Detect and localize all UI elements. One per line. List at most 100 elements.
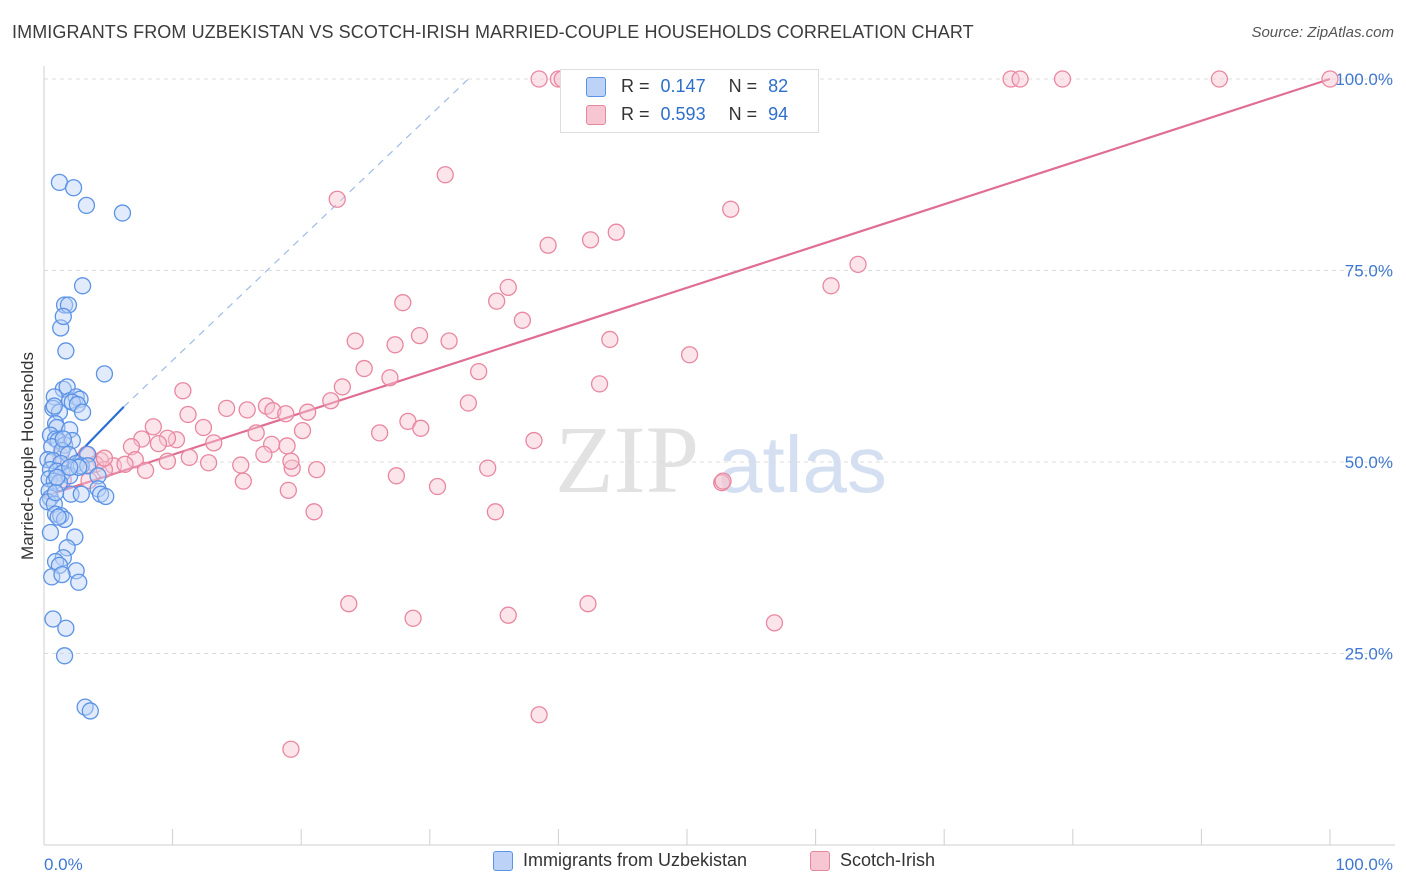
data-points [39,70,1339,758]
stats-legend: R = 0.147 N = 82 R = 0.593 N = 94 [560,69,819,133]
point-uzbekistan [41,523,60,542]
point-scotch-irish [293,421,312,440]
point-scotch-irish [1002,70,1020,88]
point-scotch-irish [95,449,114,467]
r-value: 0.593 [660,104,706,124]
point-scotch-irish [387,467,406,485]
point-scotch-irish [232,456,250,474]
point-scotch-irish [440,332,458,350]
point-uzbekistan [55,647,74,665]
point-scotch-irish [513,311,532,329]
y-tick-label: 75.0% [1345,262,1393,281]
point-scotch-irish [158,452,177,470]
point-uzbekistan [44,610,62,628]
point-scotch-irish [136,461,155,480]
point-scotch-irish [322,392,340,410]
point-scotch-irish [822,277,840,295]
trend-line-scotch-irish [43,77,1331,498]
point-uzbekistan [57,342,75,360]
legend-label-uzbekistan: Immigrants from Uzbekistan [523,850,748,870]
point-uzbekistan [43,568,61,586]
point-scotch-irish [255,445,273,463]
point-uzbekistan [73,277,92,295]
point-scotch-irish [601,330,619,349]
y-tick-label: 50.0% [1345,453,1393,472]
point-scotch-irish [849,255,867,274]
n-label: N = [728,76,758,96]
point-scotch-irish [381,369,399,387]
point-scotch-irish [499,606,517,624]
legend-item-scotch-irish[interactable]: Scotch-Irish [810,850,935,871]
point-scotch-irish [386,336,404,354]
point-uzbekistan [61,458,79,477]
point-scotch-irish [307,461,326,479]
point-scotch-irish [579,595,597,613]
point-uzbekistan [70,573,88,591]
point-scotch-irish [488,292,506,310]
point-scotch-irish [328,190,346,208]
point-scotch-irish [247,424,265,442]
watermark-atlas: atlas [718,420,887,509]
point-scotch-irish [470,362,488,381]
point-scotch-irish [722,200,740,218]
point-uzbekistan [46,483,65,502]
point-uzbekistan [77,196,96,215]
point-scotch-irish [410,326,429,345]
point-scotch-irish [1053,70,1072,88]
axes [43,66,1395,846]
point-scotch-irish [1011,70,1029,88]
point-uzbekistan [54,430,72,448]
point-scotch-irish [486,503,505,521]
point-uzbekistan [53,565,71,584]
r-value: 0.147 [660,76,706,96]
point-scotch-irish [581,231,600,249]
point-scotch-irish [436,166,454,184]
point-scotch-irish [499,278,517,297]
point-scotch-irish [714,472,732,490]
point-scotch-irish [346,332,364,350]
point-scotch-irish [370,424,389,442]
point-scotch-irish [530,706,548,724]
point-scotch-irish [479,459,497,477]
trend-extension-uzbekistan [123,78,469,408]
point-scotch-irish [199,454,218,472]
legend-item-uzbekistan[interactable]: Immigrants from Uzbekistan [493,850,747,871]
point-uzbekistan [48,468,66,486]
point-scotch-irish [298,403,317,421]
point-uzbekistan [113,204,132,222]
point-uzbekistan [89,467,107,485]
watermark-zip: ZIP [555,406,699,513]
grid [44,78,1390,654]
point-scotch-irish [1321,70,1339,88]
point-scotch-irish [122,438,141,456]
point-uzbekistan [58,539,76,557]
point-uzbekistan [97,487,115,506]
uzbekistan-swatch [586,77,606,97]
point-uzbekistan [81,702,99,720]
r-label: R = [621,76,650,96]
point-scotch-irish [158,429,177,447]
point-uzbekistan [70,458,88,477]
point-scotch-irish [116,455,134,473]
n-value: 82 [768,76,789,96]
point-scotch-irish [765,614,784,632]
r-label: R = [621,104,650,124]
watermark: ZIP atlas [555,406,887,513]
point-scotch-irish [278,437,296,455]
source-note: Source: ZipAtlas.com [1251,24,1394,41]
point-scotch-irish [539,236,557,254]
y-tick-label: 100.0% [1335,70,1393,89]
point-scotch-irish [149,434,168,453]
point-scotch-irish [404,609,422,627]
point-scotch-irish [179,405,197,424]
point-uzbekistan [73,403,92,421]
point-scotch-irish [238,401,256,419]
point-scotch-irish [174,382,192,400]
point-scotch-irish [1210,70,1229,88]
point-uzbekistan [61,421,79,439]
point-uzbekistan [72,485,90,503]
point-scotch-irish [144,418,162,436]
point-scotch-irish [282,740,300,758]
scotch-irish-swatch [586,105,606,125]
